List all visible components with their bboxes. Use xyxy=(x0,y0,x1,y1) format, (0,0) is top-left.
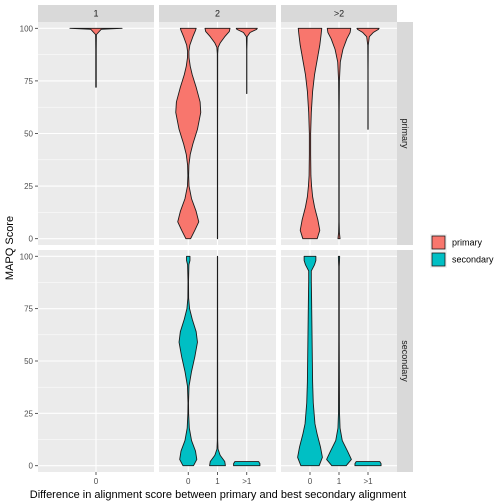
x-tick-label: 0 xyxy=(308,477,313,486)
x-tick-label: >1 xyxy=(363,477,373,486)
strip-label-primary: primary xyxy=(400,118,410,149)
violin-secondary-2-0 xyxy=(178,255,198,467)
strip-top-2 xyxy=(159,5,276,22)
strip-label-secondary: secondary xyxy=(400,340,410,382)
x-tick-label: >1 xyxy=(242,477,252,486)
y-tick-label: 50 xyxy=(24,130,33,139)
x-axis-title: Difference in alignment score between pr… xyxy=(30,489,406,501)
y-tick-label: 100 xyxy=(20,24,34,33)
y-tick-label: 50 xyxy=(24,357,33,366)
legend-label-secondary: secondary xyxy=(452,255,494,265)
violin-primary-1-0 xyxy=(69,27,123,88)
y-tick-label: 25 xyxy=(24,182,33,191)
strip-right-secondary xyxy=(397,250,413,472)
legend: primary secondary xyxy=(430,234,494,268)
violin-primary-gt2-gt1 xyxy=(356,27,380,130)
facet-strips: 1 2 >2 primary secondary xyxy=(38,5,413,472)
violin-secondary-2-gt1 xyxy=(233,461,261,467)
violin-primary-2-1 xyxy=(204,27,231,240)
legend-key-secondary xyxy=(431,252,446,267)
axes: 0 25 50 75 100 0 25 50 75 100 0 0 1 >1 0 1 >1 xyxy=(20,24,373,486)
y-tick-label: 0 xyxy=(29,235,34,244)
violin-primary-2-gt1 xyxy=(235,27,258,94)
y-tick-label: 25 xyxy=(24,409,33,418)
y-tick-label: 100 xyxy=(20,252,34,261)
strip-label-gt2: >2 xyxy=(334,9,344,19)
x-tick-label: 0 xyxy=(94,477,99,486)
violin-primary-2-0 xyxy=(175,27,202,240)
x-tick-label: 1 xyxy=(337,477,342,486)
violin-primary-gt2-1 xyxy=(326,27,352,240)
x-tick-label: 1 xyxy=(215,477,220,486)
legend-key-primary xyxy=(431,235,446,250)
strip-right-primary xyxy=(397,22,413,245)
x-tick-label: 0 xyxy=(186,477,191,486)
violin-secondary-gt2-0 xyxy=(297,255,323,467)
y-axis-title: MAPQ Score xyxy=(4,216,16,280)
strip-top-gt2 xyxy=(281,5,397,22)
violin-secondary-2-1 xyxy=(209,255,226,467)
violin-secondary-gt2-1 xyxy=(326,255,352,467)
y-tick-label: 0 xyxy=(29,462,34,471)
violin-secondary-gt2-gt1 xyxy=(354,461,382,467)
violin-primary-gt2-0 xyxy=(297,27,323,240)
y-tick-label: 75 xyxy=(24,77,33,86)
strip-label-1: 1 xyxy=(93,9,98,19)
strip-label-2: 2 xyxy=(215,9,220,19)
legend-label-primary: primary xyxy=(452,238,483,248)
strip-top-1 xyxy=(38,5,154,22)
y-tick-label: 75 xyxy=(24,305,33,314)
violin-layer xyxy=(69,27,382,467)
